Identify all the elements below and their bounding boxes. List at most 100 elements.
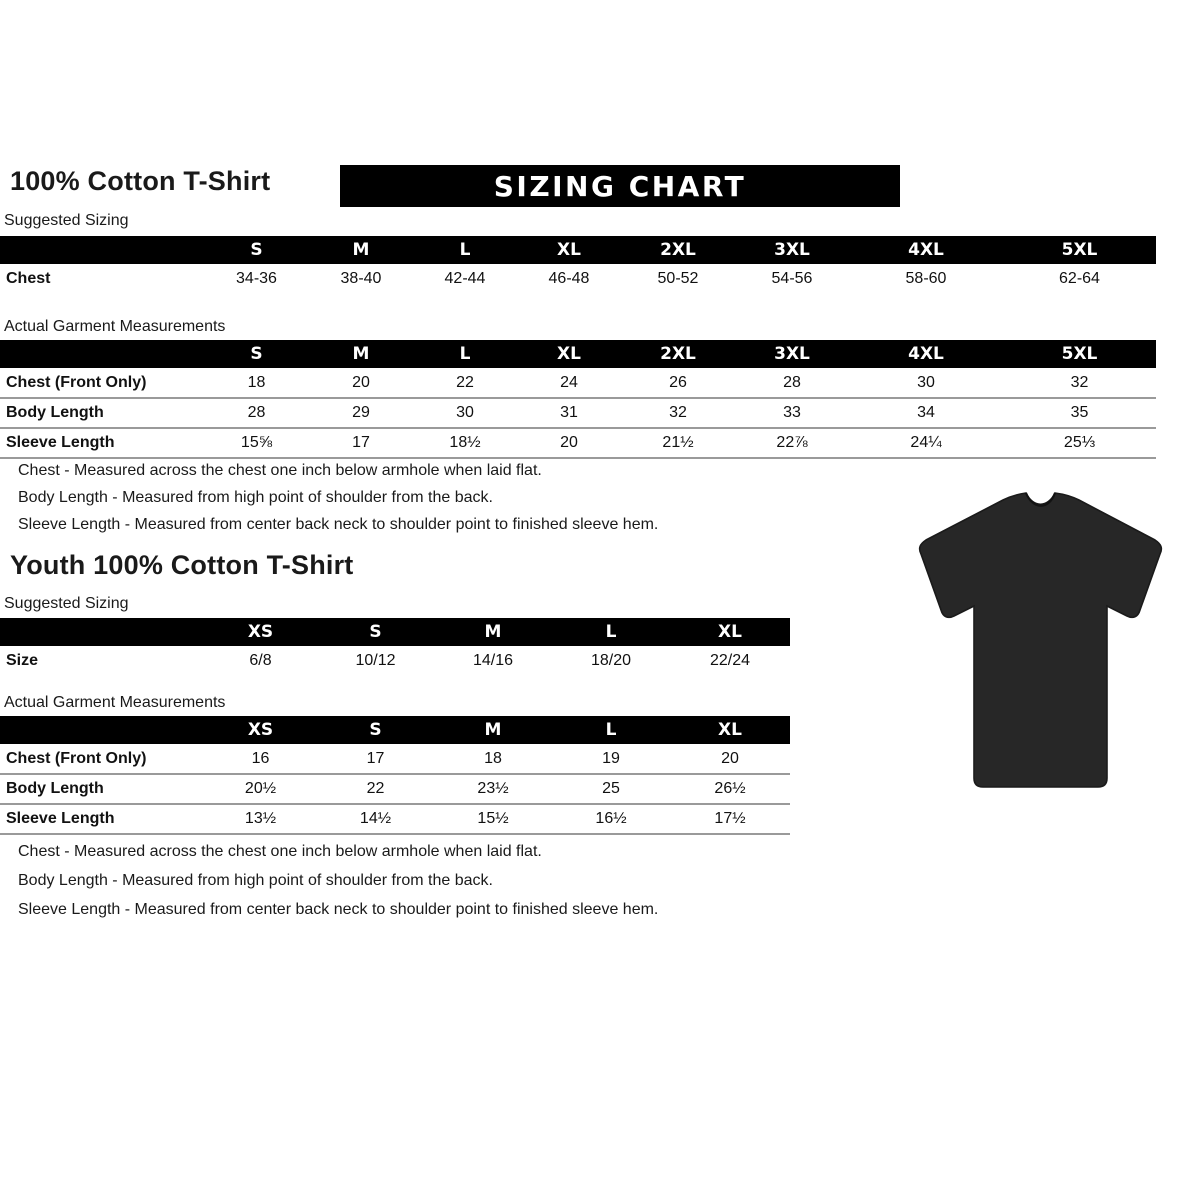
note-chest: Chest - Measured across the chest one in…: [18, 843, 542, 860]
col-header-xl: XL: [557, 240, 581, 260]
cell-bodylength-xl: 31: [517, 397, 621, 428]
adult-measurement-notes: Chest - Measured across the chest one in…: [18, 462, 658, 543]
note-body-length: Body Length - Measured from high point o…: [18, 872, 493, 889]
col-header-l: L: [605, 720, 617, 740]
cell-chestfront-m: 18: [484, 749, 502, 767]
col-header-l: L: [459, 344, 471, 364]
table-row: Chest 34-36 38-40 42-44 46-48 50-52 54-5…: [0, 264, 1156, 294]
table-row: Chest (Front Only) 18 20 22 24 26 28 30 …: [0, 368, 1156, 398]
cell-sleevelength-xl: 20: [517, 427, 621, 459]
cell-chest-xl: 46-48: [548, 270, 590, 287]
sizing-chart-banner-label: SIZING CHART: [493, 169, 747, 203]
cell-sleevelength-xl: 17½: [670, 803, 790, 835]
cell-sleevelength-m: 17: [309, 427, 413, 459]
cell-sleevelength-s: 15⅝: [204, 427, 309, 459]
cell-chest-3xl: 54-56: [771, 270, 813, 287]
table-row: Sleeve Length 15⅝ 17 18½ 20 21½ 22⅞ 24¼ …: [0, 427, 1156, 459]
cell-size-xs: 6/8: [249, 652, 272, 669]
cell-bodylength-s: 28: [204, 397, 309, 428]
col-header-xl: XL: [718, 720, 742, 740]
cell-bodylength-4xl: 34: [849, 397, 1003, 428]
cell-chestfront-xs: 16: [251, 749, 270, 767]
cell-bodylength-l: 25: [552, 773, 670, 804]
adult-suggested-sizing-label: Suggested Sizing: [4, 212, 129, 229]
adult-actual-measurements-label: Actual Garment Measurements: [4, 318, 226, 335]
cell-bodylength-2xl: 32: [621, 397, 735, 428]
note-sleeve-length: Sleeve Length - Measured from center bac…: [18, 516, 659, 533]
note-chest: Chest - Measured across the chest one in…: [18, 462, 542, 479]
youth-measurement-notes: Chest - Measured across the chest one in…: [18, 843, 658, 930]
note-sleeve-length: Sleeve Length - Measured from center bac…: [18, 901, 659, 918]
cell-bodylength-5xl: 35: [1003, 397, 1156, 428]
cell-chest-s: 34-36: [236, 270, 277, 287]
sizing-chart-banner: SIZING CHART: [340, 165, 900, 207]
youth-section-title: Youth 100% Cotton T-Shirt: [10, 550, 354, 580]
row-label-body-length: Body Length: [0, 773, 204, 804]
col-header-3xl: 3XL: [774, 240, 810, 260]
col-header-xs: XS: [247, 720, 274, 740]
cell-chestfront-l: 19: [602, 749, 620, 767]
col-header-xl: XL: [718, 622, 742, 642]
col-header-l: L: [459, 240, 471, 260]
cell-sleevelength-5xl: 25⅓: [1003, 427, 1156, 459]
table-header-row: XS S M L XL: [0, 618, 790, 646]
col-header-rowlabel: [0, 618, 204, 646]
cell-chestfront-4xl: 30: [917, 373, 935, 391]
col-header-s: S: [250, 344, 263, 364]
cell-chestfront-xl: 24: [560, 373, 578, 391]
cell-bodylength-m: 23½: [434, 773, 552, 804]
row-label-size: Size: [6, 652, 39, 669]
col-header-s: S: [369, 720, 382, 740]
youth-suggested-sizing-label: Suggested Sizing: [4, 595, 129, 612]
youth-actual-measurements-label: Actual Garment Measurements: [4, 694, 226, 711]
col-header-2xl: 2XL: [660, 240, 696, 260]
cell-sleevelength-s: 14½: [317, 803, 434, 835]
table-header-row: S M L XL 2XL 3XL 4XL 5XL: [0, 236, 1156, 264]
adult-section-title: 100% Cotton T-Shirt: [10, 166, 271, 196]
cell-sleevelength-2xl: 21½: [621, 427, 735, 459]
table-header-row: XS S M L XL: [0, 716, 790, 744]
cell-chest-4xl: 58-60: [905, 270, 947, 287]
col-header-xs: XS: [247, 622, 274, 642]
cell-bodylength-xl: 26½: [670, 773, 790, 804]
col-header-s: S: [369, 622, 382, 642]
adult-suggested-sizing-table: S M L XL 2XL 3XL 4XL 5XL Chest 34-36 38-…: [0, 236, 1156, 294]
table-row: Chest (Front Only) 16 17 18 19 20: [0, 744, 790, 774]
table-row: Body Length 28 29 30 31 32 33 34 35: [0, 397, 1156, 428]
col-header-rowlabel: [0, 340, 204, 368]
cell-sleevelength-m: 15½: [434, 803, 552, 835]
cell-bodylength-m: 29: [309, 397, 413, 428]
youth-suggested-sizing-table: XS S M L XL Size 6/8 10/12 14/16 18/20 2…: [0, 618, 790, 676]
cell-bodylength-3xl: 33: [735, 397, 849, 428]
cell-chest-m: 38-40: [340, 270, 382, 287]
col-header-m: M: [484, 622, 502, 642]
cell-chest-l: 42-44: [444, 270, 486, 287]
cell-chest-2xl: 50-52: [657, 270, 699, 287]
col-header-s: S: [250, 240, 263, 260]
col-header-2xl: 2XL: [660, 344, 696, 364]
row-label-chest-front-only: Chest (Front Only): [6, 749, 147, 767]
col-header-m: M: [352, 344, 370, 364]
youth-actual-measurements-table: XS S M L XL Chest (Front Only) 16 17 18 …: [0, 716, 790, 835]
cell-chestfront-2xl: 26: [669, 373, 687, 391]
adult-actual-measurements-table: S M L XL 2XL 3XL 4XL 5XL Chest (Front On…: [0, 340, 1156, 459]
col-header-rowlabel: [0, 236, 204, 264]
cell-chestfront-xl: 20: [721, 749, 739, 767]
cell-size-m: 14/16: [472, 652, 514, 669]
row-label-sleeve-length: Sleeve Length: [0, 803, 204, 835]
cell-sleevelength-xs: 13½: [204, 803, 317, 835]
cell-sleevelength-l: 18½: [413, 427, 517, 459]
cell-sleevelength-3xl: 22⅞: [735, 427, 849, 459]
cell-chestfront-m: 20: [352, 373, 370, 391]
row-label-chest: Chest: [6, 270, 51, 287]
row-label-sleeve-length: Sleeve Length: [0, 427, 204, 459]
row-label-chest-front-only: Chest (Front Only): [6, 373, 147, 391]
cell-chest-5xl: 62-64: [1059, 270, 1100, 287]
cell-sleevelength-l: 16½: [552, 803, 670, 835]
cell-chestfront-3xl: 28: [783, 373, 801, 391]
cell-size-l: 18/20: [590, 652, 632, 669]
col-header-m: M: [352, 240, 370, 260]
cell-size-xl: 22/24: [709, 652, 751, 669]
table-row: Sleeve Length 13½ 14½ 15½ 16½ 17½: [0, 803, 790, 835]
table-row: Body Length 20½ 22 23½ 25 26½: [0, 773, 790, 804]
